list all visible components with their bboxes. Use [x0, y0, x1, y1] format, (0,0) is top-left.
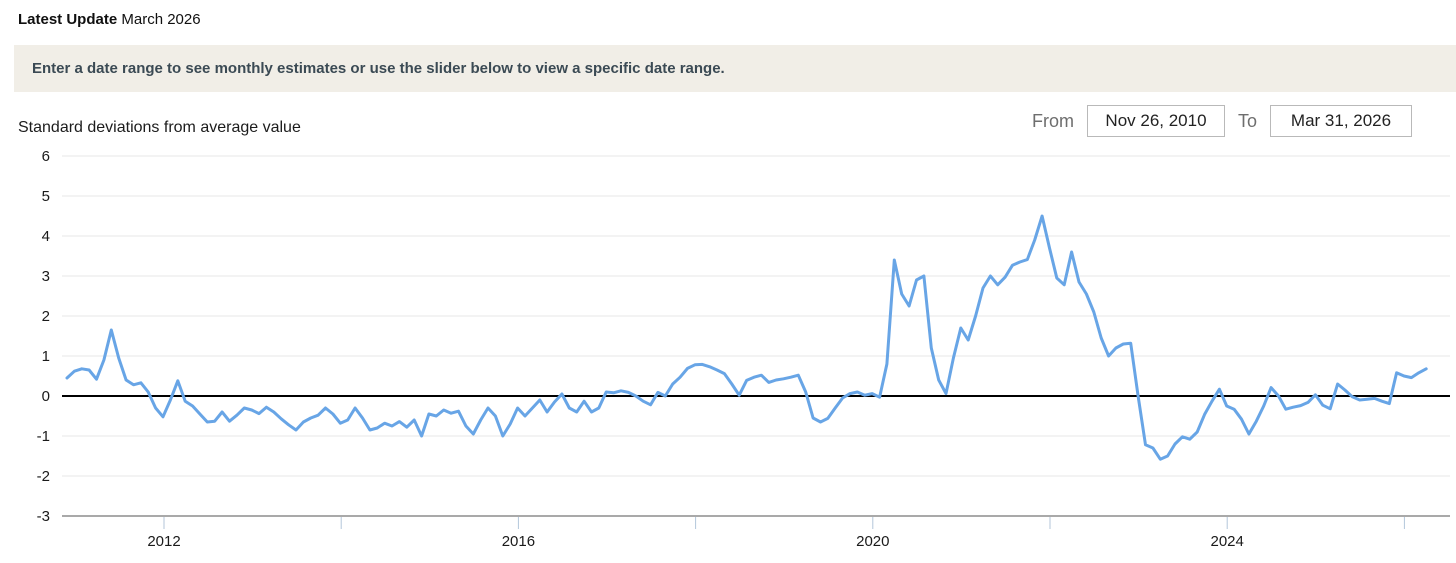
from-date-input[interactable]	[1087, 105, 1225, 137]
y-tick-label: 0	[42, 388, 50, 405]
y-tick-label: -1	[37, 428, 50, 445]
instruction-banner: Enter a date range to see monthly estima…	[14, 45, 1456, 92]
y-tick-label: 2	[42, 308, 50, 325]
y-tick-label: 3	[42, 268, 50, 285]
y-tick-label: 4	[42, 228, 50, 245]
chart-area[interactable]: 6 5 4 3 2 1 0 -1 -2 -3 2012 2016 2020 2024	[0, 140, 1456, 558]
series-line	[65, 214, 1428, 461]
from-label: From	[1032, 110, 1074, 131]
date-range-controls: From To	[1032, 105, 1413, 137]
latest-update-label: Latest Update	[18, 11, 118, 28]
to-label: To	[1238, 110, 1258, 131]
y-tick-label: 1	[42, 348, 50, 365]
x-tick-label: 2012	[147, 533, 180, 550]
x-tick-label: 2020	[856, 533, 889, 550]
x-tick-label: 2016	[502, 533, 535, 550]
y-tick-label: 6	[42, 148, 50, 165]
y-tick-label: -2	[37, 468, 50, 485]
instruction-banner-text: Enter a date range to see monthly estima…	[32, 60, 725, 77]
latest-update-line: Latest Update March 2026	[18, 11, 201, 28]
latest-update-value: March 2026	[121, 11, 201, 28]
y-tick-label: -3	[37, 508, 50, 525]
y-tick-label: 5	[42, 188, 50, 205]
to-date-input[interactable]	[1270, 105, 1413, 137]
line-chart[interactable]: 6 5 4 3 2 1 0 -1 -2 -3 2012 2016 2020 2024	[0, 140, 1456, 558]
x-tick-label: 2024	[1211, 533, 1244, 550]
chart-title: Standard deviations from average value	[18, 119, 301, 136]
